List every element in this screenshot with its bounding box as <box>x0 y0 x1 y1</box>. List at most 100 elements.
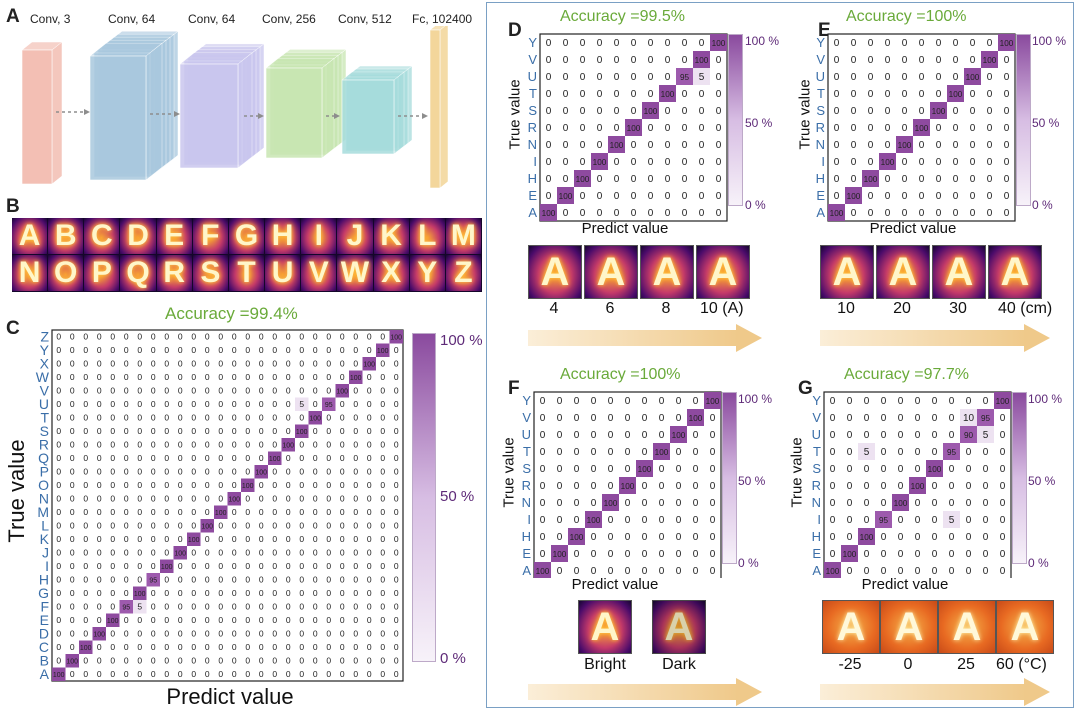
matrix-cell-value: 0 <box>966 447 972 458</box>
matrix-cell-value: 0 <box>546 140 552 151</box>
matrix-cell-value: 0 <box>597 208 603 219</box>
matrix-cell-value: 0 <box>608 430 614 441</box>
matrix-cell-value: 0 <box>299 494 304 504</box>
matrix-cell-value: 0 <box>245 332 250 342</box>
letter-tile-p: P <box>84 255 120 291</box>
arrowhead-f <box>736 678 762 706</box>
y-tick-label: G <box>38 585 49 601</box>
matrix-cell-value: 0 <box>1004 106 1010 117</box>
matrix-cell-value: 0 <box>915 396 921 407</box>
matrix-cell-value: 0 <box>218 669 223 679</box>
matrix-cell-value: 5 <box>699 72 705 83</box>
matrix-cell-value: 0 <box>137 332 142 342</box>
matrix-cell-value: 0 <box>546 157 552 168</box>
matrix-cell-value: 0 <box>1004 123 1010 134</box>
matrix-cell-value: 0 <box>97 642 102 652</box>
colorbar-bot-d: 0 % <box>745 198 766 212</box>
matrix-cell-value: 0 <box>591 532 597 543</box>
matrix-cell-value: 0 <box>710 566 716 577</box>
matrix-cell-diag <box>619 477 636 494</box>
matrix-cell-value: 0 <box>868 55 874 66</box>
matrix-cell-value: 0 <box>574 549 580 560</box>
matrix-cell-value: 0 <box>124 615 129 625</box>
matrix-cell-value: 0 <box>665 157 671 168</box>
matrix-cell-value: 0 <box>272 359 277 369</box>
matrix-cell-value: 0 <box>919 72 925 83</box>
matrix-cell-value: 100 <box>269 456 281 463</box>
matrix-cell-diag <box>160 559 174 573</box>
matrix-cell-diag <box>133 586 147 600</box>
y-tick-label: I <box>527 512 531 527</box>
matrix-cell-value: 0 <box>245 602 250 612</box>
matrix-cell-value: 0 <box>676 481 682 492</box>
colorbar-f <box>722 392 737 564</box>
matrix-cell-value: 0 <box>367 548 372 558</box>
y-tick-label: T <box>813 444 821 459</box>
matrix-cell-value: 0 <box>380 656 385 666</box>
matrix-cell-value: 0 <box>232 426 237 436</box>
matrix-cell-value: 0 <box>983 396 989 407</box>
matrix-cell-value: 100 <box>559 192 573 201</box>
matrix-cell-value: 100 <box>898 141 912 150</box>
matrix-cell-value: 0 <box>110 332 115 342</box>
matrix-cell-value: 100 <box>553 550 567 559</box>
matrix-cell-value: 0 <box>245 548 250 558</box>
matrix-cell-value: 0 <box>70 602 75 612</box>
matrix-cell-value: 0 <box>340 521 345 531</box>
matrix-cell-value: 0 <box>97 345 102 355</box>
matrix-cell-value: 0 <box>885 208 891 219</box>
matrix-cell-value: 0 <box>1004 174 1010 185</box>
matrix-cell-value: 0 <box>830 430 836 441</box>
right-panels-frame <box>486 2 1074 708</box>
matrix-cell-value: 0 <box>915 430 921 441</box>
matrix-cell-off <box>977 426 994 443</box>
matrix-cell-value: 0 <box>851 174 857 185</box>
matrix-cell-value: 0 <box>367 575 372 585</box>
matrix-cell-value: 0 <box>151 521 156 531</box>
matrix-cell-value: 0 <box>313 534 318 544</box>
matrix-cell-value: 0 <box>631 89 637 100</box>
matrix-cell-value: 0 <box>178 588 183 598</box>
matrix-cell-value: 0 <box>178 399 183 409</box>
matrix-cell-value: 0 <box>110 399 115 409</box>
matrix-cell-value: 5 <box>864 447 870 458</box>
matrix-cell-value: 10 <box>963 413 975 424</box>
matrix-cell-value: 0 <box>394 534 399 544</box>
matrix-cell-value: 0 <box>557 413 563 424</box>
x-tick-label: W <box>349 684 363 687</box>
matrix-cell-value: 0 <box>178 561 183 571</box>
thumb-label-g: 60 (°C) <box>996 656 1047 673</box>
colorbar-top-f: 100 % <box>738 392 773 406</box>
matrix-cell-value: 0 <box>834 123 840 134</box>
letter-tile-i: I <box>301 218 337 254</box>
colorbar-mid-c: 50 % <box>440 488 475 505</box>
x-axis-label-f: Predict value <box>571 576 659 593</box>
matrix-cell-value: 0 <box>259 534 264 544</box>
matrix-cell-value: 0 <box>70 534 75 544</box>
matrix-cell-value: 0 <box>966 498 972 509</box>
matrix-cell-value: 0 <box>326 386 331 396</box>
matrix-cell-diag <box>574 170 591 187</box>
y-axis-label-d: True value <box>506 79 524 150</box>
matrix-cell-value: 0 <box>881 430 887 441</box>
matrix-cell-value: 0 <box>625 396 631 407</box>
matrix-cell-value: 0 <box>625 549 631 560</box>
matrix-cell-value: 0 <box>70 642 75 652</box>
thumb-e-2: A <box>876 245 930 299</box>
matrix-cell-value: 0 <box>847 566 853 577</box>
y-tick-label: N <box>528 137 537 152</box>
thumb-label-g: 0 <box>903 656 913 673</box>
matrix-cell-value: 0 <box>868 140 874 151</box>
matrix-cell-value: 0 <box>915 549 921 560</box>
colorbar-top-e: 100 % <box>1032 34 1067 48</box>
matrix-cell-value: 0 <box>205 345 210 355</box>
matrix-cell-value: 0 <box>676 566 682 577</box>
matrix-cell-value: 0 <box>232 372 237 382</box>
matrix-cell-value: 0 <box>353 534 358 544</box>
matrix-cell-value: 0 <box>716 208 722 219</box>
matrix-cell-value: 0 <box>353 669 358 679</box>
layer-side-face <box>145 42 163 181</box>
matrix-cell-value: 0 <box>137 656 142 666</box>
matrix-cell-value: 0 <box>693 430 699 441</box>
panel-d-label: D <box>508 20 522 41</box>
